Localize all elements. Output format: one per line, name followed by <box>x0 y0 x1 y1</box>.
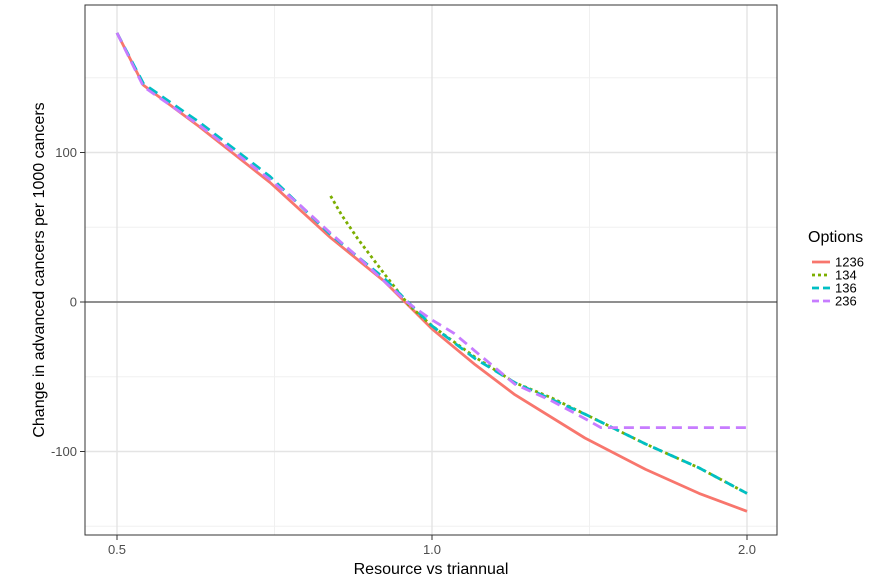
y-tick-label: -100 <box>51 444 77 459</box>
minor-gridlines <box>85 5 777 535</box>
legend-label-236: 236 <box>835 294 857 309</box>
legend-label-134: 134 <box>835 268 857 283</box>
x-axis-label: Resource vs triannual <box>354 561 509 578</box>
series-line-236 <box>115 32 747 430</box>
y-tick-label: 0 <box>70 295 77 310</box>
plot-border <box>84 4 778 536</box>
y-axis-label: Change in advanced cancers per 1000 canc… <box>31 102 48 437</box>
legend-title: Options <box>808 229 863 246</box>
legend-label-1236: 1236 <box>835 255 864 270</box>
x-axis: 0.5 1.0 2.0 <box>108 535 756 557</box>
plot-panel <box>84 4 778 536</box>
legend-label-136: 136 <box>835 281 857 296</box>
y-tick-label: 100 <box>55 145 77 160</box>
x-tick-label: 1.0 <box>423 542 441 557</box>
y-axis: -100 0 100 <box>51 145 85 459</box>
series-lines <box>115 32 748 513</box>
x-tick-label: 2.0 <box>738 542 756 557</box>
x-tick-label: 0.5 <box>108 542 126 557</box>
